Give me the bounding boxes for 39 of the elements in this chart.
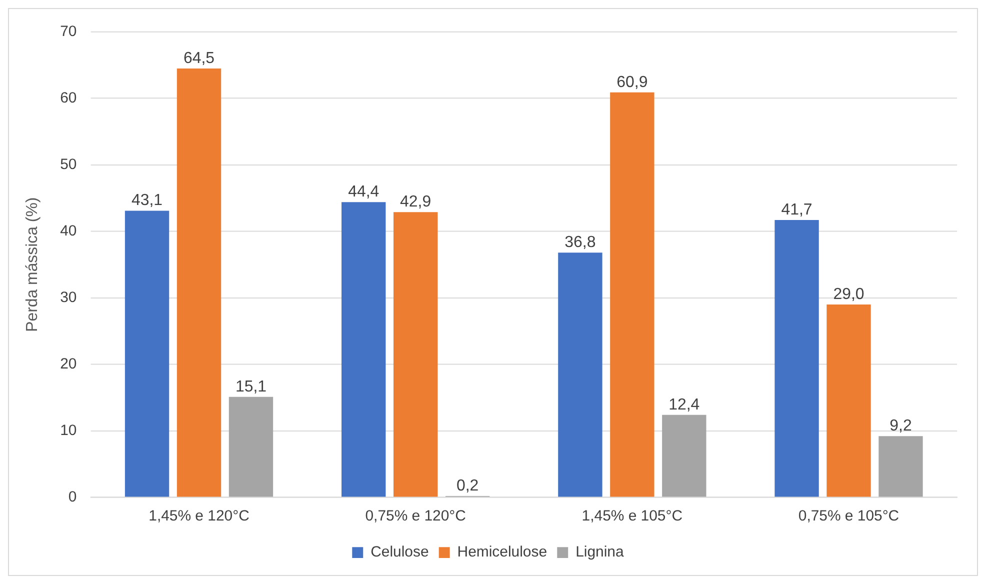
- bar: [228, 396, 274, 497]
- bar: [774, 220, 819, 497]
- data-label: 0,2: [456, 477, 479, 494]
- data-label: 9,2: [890, 418, 912, 435]
- x-tick-label: 1,45% e 120°C: [148, 507, 250, 524]
- bar: [393, 212, 438, 497]
- bar: [826, 304, 871, 497]
- bar: [558, 252, 602, 497]
- bar: [610, 92, 654, 497]
- legend-label: Lignina: [576, 544, 624, 561]
- x-tick-label: 0,75% e 120°C: [365, 507, 466, 524]
- data-label: 12,4: [668, 396, 700, 414]
- data-label: 41,7: [781, 201, 812, 218]
- data-label: 43,1: [132, 192, 163, 210]
- y-tick-label: 70: [60, 23, 77, 40]
- y-tick-label: 40: [60, 222, 77, 240]
- y-tick-label: 10: [60, 422, 77, 439]
- y-axis-title: Perda mássica (%): [24, 197, 41, 332]
- data-label: 60,9: [616, 74, 648, 91]
- y-tick-label: 30: [60, 288, 77, 306]
- legend-label: Hemicelulose: [457, 544, 548, 561]
- bar: [662, 414, 706, 497]
- data-label: 42,9: [400, 194, 432, 210]
- y-tick-label: 50: [60, 156, 77, 173]
- data-label: 15,1: [235, 378, 267, 396]
- y-tick-label: 60: [60, 90, 77, 107]
- data-label: 64,5: [183, 50, 215, 67]
- bar: [878, 436, 923, 497]
- bar: [176, 68, 222, 497]
- y-tick-label: 0: [68, 488, 77, 506]
- data-label: 36,8: [564, 234, 596, 252]
- x-tick-label: 0,75% e 105°C: [798, 507, 900, 524]
- legend-label: Celulose: [370, 544, 429, 561]
- y-tick-label: 20: [60, 355, 77, 372]
- x-tick-label: 1,45% e 105°C: [582, 507, 683, 524]
- bar: [342, 202, 386, 497]
- bar: [124, 210, 170, 497]
- data-label: 44,4: [348, 184, 380, 201]
- data-label: 29,0: [833, 286, 864, 303]
